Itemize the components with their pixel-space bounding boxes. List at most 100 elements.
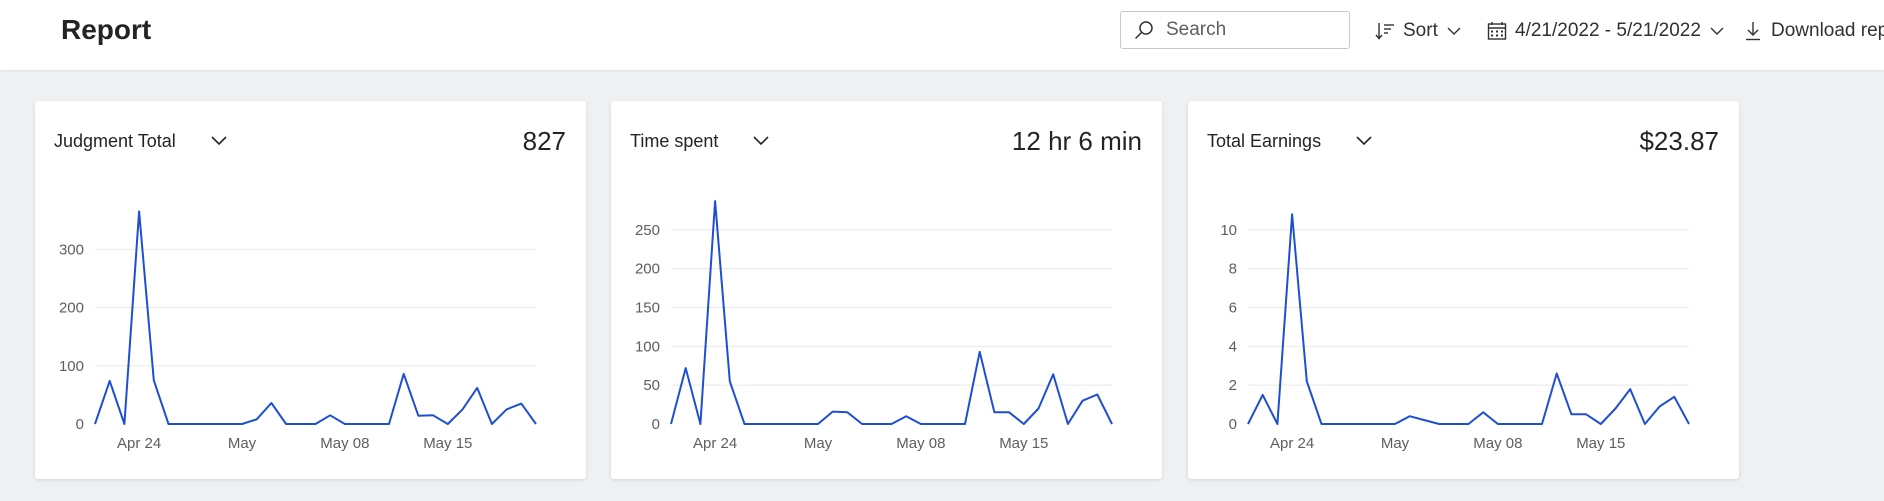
x-tick-label: Apr 24 [693, 435, 737, 452]
x-tick-label: May [804, 435, 833, 452]
page-title: Report [61, 14, 152, 45]
card-header: Total Earnings $23.87 [1207, 123, 1719, 159]
data-point [417, 415, 419, 417]
calendar-icon [1487, 22, 1507, 40]
metric-card-judgment-total: Judgment Total 827 0 100 200 300 Apr 24 May Ma… [35, 101, 586, 479]
data-point [758, 423, 760, 425]
data-point [1585, 413, 1587, 415]
data-point [1335, 423, 1337, 425]
data-point [817, 423, 819, 425]
x-tick-label: May 08 [896, 435, 945, 452]
data-point [993, 411, 995, 413]
x-tick-label: May [228, 435, 257, 452]
data-point [670, 423, 672, 425]
data-point [1423, 419, 1425, 421]
metric-card-time-spent: Time spent 12 hr 6 min 0 50 100 150 200 250 Ap… [611, 101, 1162, 479]
chevron-down-icon [751, 131, 771, 151]
data-point [315, 423, 317, 425]
data-point [447, 423, 449, 425]
data-point [1468, 423, 1470, 425]
search-box[interactable] [1120, 11, 1350, 49]
data-point [373, 423, 375, 425]
data-point [1247, 423, 1249, 425]
card-header: Time spent 12 hr 6 min [630, 123, 1142, 159]
date-range-picker[interactable]: 4/21/2022 - 5/21/2022 [1487, 16, 1725, 46]
x-tick-label: May 15 [423, 435, 472, 452]
data-point [344, 423, 346, 425]
sort-button[interactable]: Sort [1375, 16, 1462, 46]
data-point [168, 423, 170, 425]
data-point [714, 200, 716, 202]
data-point [123, 423, 125, 425]
download-report-button[interactable]: Download rep [1743, 16, 1884, 46]
metric-dropdown[interactable]: Time spent [630, 131, 771, 152]
data-point [285, 423, 287, 425]
data-point [256, 418, 258, 420]
y-tick-label: 300 [59, 241, 84, 258]
data-point [1409, 415, 1411, 417]
metric-value: $23.87 [1639, 125, 1719, 156]
data-point [1096, 393, 1098, 395]
data-point [1365, 423, 1367, 425]
data-point [832, 411, 834, 413]
y-tick-label: 2 [1229, 377, 1237, 394]
data-point [876, 423, 878, 425]
y-tick-label: 100 [59, 358, 84, 375]
data-point [685, 367, 687, 369]
y-tick-label: 8 [1229, 261, 1237, 278]
date-range-label: 4/21/2022 - 5/21/2022 [1515, 20, 1701, 41]
data-point [1497, 423, 1499, 425]
data-point [1008, 411, 1010, 413]
x-tick-label: May 08 [1473, 435, 1522, 452]
search-icon [1135, 21, 1153, 39]
sort-icon [1375, 23, 1394, 40]
data-point [729, 380, 731, 382]
data-point [520, 403, 522, 405]
data-point [935, 423, 937, 425]
metric-label: Total Earnings [1207, 130, 1322, 151]
data-point [1629, 388, 1631, 390]
data-point [1541, 423, 1543, 425]
x-tick-label: Apr 24 [117, 435, 161, 452]
data-point [182, 423, 184, 425]
data-point [920, 423, 922, 425]
y-tick-label: 0 [1229, 416, 1237, 433]
series-line [94, 210, 537, 425]
line-chart: 0 2 4 6 8 10 Apr 24 May May 08 May 15 [1220, 213, 1690, 452]
data-point [388, 423, 390, 425]
y-tick-label: 50 [643, 377, 660, 394]
data-point [891, 423, 893, 425]
data-point [300, 423, 302, 425]
data-point [1276, 423, 1278, 425]
x-tick-label: Apr 24 [1270, 435, 1314, 452]
x-tick-label: May 08 [320, 435, 369, 452]
sort-label: Sort [1403, 20, 1438, 41]
data-point [197, 423, 199, 425]
search-input[interactable] [1164, 18, 1338, 42]
data-point [1570, 413, 1572, 415]
data-point [1379, 423, 1381, 425]
y-tick-label: 0 [652, 416, 660, 433]
data-point [949, 423, 951, 425]
metric-label: Judgment Total [54, 130, 176, 151]
chevron-down-icon [209, 131, 229, 151]
data-point [861, 423, 863, 425]
metric-dropdown[interactable]: Total Earnings [1207, 131, 1374, 152]
data-point [359, 423, 361, 425]
data-point [1052, 373, 1054, 375]
metric-dropdown[interactable]: Judgment Total [54, 131, 229, 152]
series-line [670, 200, 1113, 425]
data-point [1394, 423, 1396, 425]
data-point [1067, 423, 1069, 425]
card-header: Judgment Total 827 [54, 123, 566, 159]
y-tick-label: 6 [1229, 300, 1237, 317]
top-command-bar: Report Sort 4 [0, 0, 1884, 70]
data-point [1688, 423, 1690, 425]
data-point [476, 387, 478, 389]
metric-value: 827 [522, 125, 566, 156]
y-tick-label: 10 [1220, 222, 1237, 239]
series-line [1247, 213, 1690, 425]
data-point [241, 423, 243, 425]
download-icon [1746, 22, 1760, 41]
y-tick-label: 0 [76, 416, 84, 433]
